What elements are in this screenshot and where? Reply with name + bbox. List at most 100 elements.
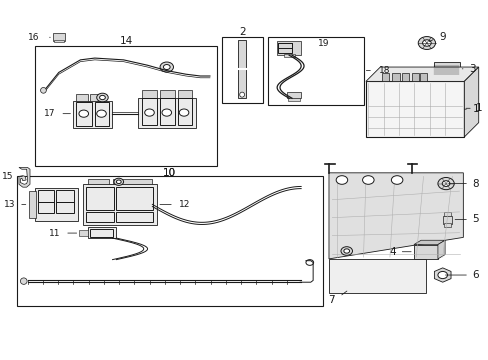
Polygon shape xyxy=(433,62,459,108)
Circle shape xyxy=(100,95,105,100)
Circle shape xyxy=(160,62,173,72)
Bar xyxy=(286,92,301,98)
Circle shape xyxy=(163,64,170,69)
Ellipse shape xyxy=(239,92,244,97)
Circle shape xyxy=(97,110,106,117)
Bar xyxy=(443,212,450,216)
Circle shape xyxy=(390,176,402,184)
Circle shape xyxy=(114,178,123,185)
Bar xyxy=(86,212,114,222)
Bar xyxy=(76,102,92,126)
Text: 1: 1 xyxy=(472,104,479,114)
Bar xyxy=(365,81,464,137)
Bar xyxy=(178,90,191,98)
Bar xyxy=(113,179,152,184)
Text: 12: 12 xyxy=(179,200,190,209)
Text: 1: 1 xyxy=(475,103,482,113)
Circle shape xyxy=(305,260,313,265)
Bar xyxy=(28,192,36,218)
Bar xyxy=(90,94,102,101)
Text: 6: 6 xyxy=(471,270,478,280)
Bar xyxy=(284,54,295,57)
Text: 16: 16 xyxy=(28,33,40,42)
Bar xyxy=(82,184,157,225)
Bar xyxy=(277,41,301,55)
Circle shape xyxy=(343,249,349,253)
Ellipse shape xyxy=(20,278,27,284)
Bar xyxy=(267,37,363,105)
Bar xyxy=(419,73,427,81)
Polygon shape xyxy=(328,173,463,259)
Circle shape xyxy=(116,180,121,184)
Bar xyxy=(159,90,175,98)
Circle shape xyxy=(179,109,188,116)
Bar xyxy=(38,202,54,213)
Bar xyxy=(278,43,291,48)
Circle shape xyxy=(362,176,373,184)
Polygon shape xyxy=(437,240,444,259)
Bar xyxy=(222,37,262,103)
Circle shape xyxy=(162,109,171,116)
Bar xyxy=(278,43,291,53)
Polygon shape xyxy=(365,67,478,81)
Text: 5: 5 xyxy=(471,215,478,224)
Circle shape xyxy=(335,176,347,184)
Bar xyxy=(443,223,450,226)
Bar xyxy=(90,229,113,237)
Circle shape xyxy=(340,247,352,255)
Bar xyxy=(442,216,451,224)
Bar xyxy=(53,33,65,41)
Text: 14: 14 xyxy=(119,36,132,46)
Bar xyxy=(138,98,195,128)
Text: 10: 10 xyxy=(163,168,176,178)
Text: 13: 13 xyxy=(3,200,15,209)
Bar xyxy=(79,230,87,236)
Bar xyxy=(56,202,74,213)
Bar xyxy=(35,45,217,166)
Text: 10: 10 xyxy=(163,168,176,178)
Bar xyxy=(411,73,418,81)
Bar xyxy=(87,227,116,238)
Bar xyxy=(401,73,408,81)
Text: 8: 8 xyxy=(471,179,478,189)
Bar xyxy=(95,102,109,126)
Text: 15: 15 xyxy=(1,172,13,181)
Text: 11: 11 xyxy=(49,229,60,238)
Bar xyxy=(238,40,245,98)
Text: 9: 9 xyxy=(438,32,445,41)
Polygon shape xyxy=(413,240,444,244)
Polygon shape xyxy=(433,268,450,282)
Text: 19: 19 xyxy=(317,39,329,48)
Bar xyxy=(178,98,191,126)
Bar xyxy=(38,190,54,202)
Text: 4: 4 xyxy=(388,247,395,257)
Circle shape xyxy=(422,40,430,46)
Bar xyxy=(391,73,399,81)
Circle shape xyxy=(437,177,453,190)
Bar xyxy=(142,90,157,98)
Bar xyxy=(116,187,153,211)
Bar xyxy=(35,188,78,221)
Text: 18: 18 xyxy=(378,66,389,75)
Bar xyxy=(413,244,437,259)
Circle shape xyxy=(97,93,108,102)
Bar xyxy=(86,187,114,211)
Bar xyxy=(76,94,87,101)
Polygon shape xyxy=(328,259,425,293)
Circle shape xyxy=(437,271,447,279)
Bar xyxy=(54,40,63,42)
Circle shape xyxy=(144,109,154,116)
Polygon shape xyxy=(464,67,478,137)
Polygon shape xyxy=(19,167,30,187)
Bar xyxy=(381,73,388,81)
Bar xyxy=(73,101,111,128)
Ellipse shape xyxy=(41,87,46,93)
Text: 2: 2 xyxy=(238,27,245,37)
Bar xyxy=(159,98,175,126)
Bar xyxy=(116,212,153,222)
Circle shape xyxy=(79,110,88,117)
Bar xyxy=(17,176,322,306)
Circle shape xyxy=(417,37,435,49)
Bar xyxy=(142,98,157,126)
Text: 3: 3 xyxy=(468,64,475,74)
